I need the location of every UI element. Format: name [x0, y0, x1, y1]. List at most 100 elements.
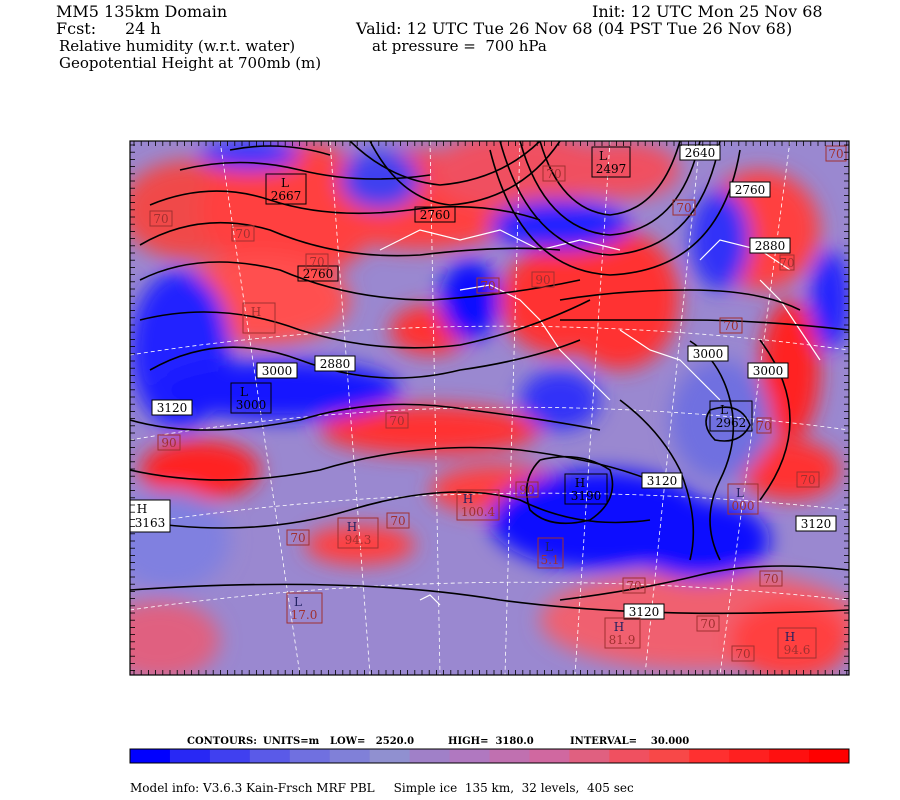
- svg-text:3000: 3000: [693, 347, 724, 361]
- colorbar-swatch: [729, 749, 770, 763]
- svg-text:94.3: 94.3: [345, 533, 372, 547]
- height-label: 3120: [623, 603, 665, 620]
- svg-text:70: 70: [389, 414, 404, 428]
- svg-text:70: 70: [723, 319, 738, 333]
- svg-text:L: L: [294, 595, 302, 609]
- svg-text:H: H: [463, 492, 473, 506]
- svg-text:3190: 3190: [571, 489, 602, 503]
- rh-colorbar: [129, 748, 850, 764]
- svg-text:70: 70: [480, 279, 495, 293]
- rh-label: 70: [779, 254, 795, 271]
- svg-text:5.1: 5.1: [540, 553, 559, 567]
- svg-text:H: H: [614, 620, 624, 634]
- svg-text:100.4: 100.4: [461, 505, 496, 519]
- svg-text:2760: 2760: [735, 183, 766, 197]
- field2-title: Geopotential Height at 700mb (m): [59, 54, 322, 72]
- svg-text:2962: 2962: [716, 416, 747, 430]
- latlon-grid: [130, 141, 849, 675]
- rh-label: 90: [515, 481, 539, 498]
- forecast-hour: 24 h: [125, 19, 161, 38]
- colorbar-swatch: [529, 749, 570, 763]
- svg-text:2640: 2640: [685, 146, 716, 160]
- colorbar-swatch: [249, 749, 291, 763]
- svg-text:90: 90: [519, 483, 534, 497]
- height-label: 2880: [749, 237, 791, 254]
- height-label: 2760: [297, 265, 339, 282]
- svg-text:3120: 3120: [647, 474, 678, 488]
- svg-text:70: 70: [800, 473, 815, 487]
- height-label: 3120: [151, 399, 193, 416]
- rh-label: 90: [531, 271, 555, 288]
- rh-label: 90: [157, 434, 181, 451]
- svg-text:L: L: [599, 149, 607, 163]
- svg-text:H: H: [347, 520, 357, 534]
- svg-text:3000: 3000: [262, 364, 293, 378]
- colorbar-swatch: [449, 749, 490, 763]
- svg-text:2760: 2760: [303, 267, 334, 281]
- valid-time: Valid: 12 UTC Tue 26 Nov 68 (04 PST Tue …: [356, 19, 793, 38]
- height-label: 3120: [795, 515, 837, 532]
- rh-label: 70: [386, 512, 410, 529]
- svg-text:L: L: [240, 385, 248, 399]
- colorbar-swatch: [649, 749, 690, 763]
- extreme-label: H81.9: [604, 617, 641, 649]
- colorbar-swatch: [489, 749, 530, 763]
- svg-text:H: H: [251, 305, 261, 319]
- model-domain: MM5 135km Domain: [56, 2, 228, 21]
- height-label: 3000: [747, 362, 789, 379]
- rh-label: 70: [696, 615, 720, 632]
- svg-text:3120: 3120: [801, 517, 832, 531]
- svg-text:2880: 2880: [320, 357, 351, 371]
- rh-label: H: [242, 302, 276, 334]
- rh-label-group: 70 70 70 70 70 90 70 90 90 70 70 70 70 7…: [149, 145, 847, 662]
- rh-label: 70: [759, 570, 783, 587]
- init-time: Init: 12 UTC Mon 25 Nov 68: [592, 2, 823, 21]
- colorbar-swatch: [409, 749, 451, 763]
- rh-label: 70: [149, 210, 173, 227]
- svg-text:3120: 3120: [157, 401, 188, 415]
- svg-text:2880: 2880: [755, 239, 786, 253]
- colorbar-swatch: [169, 749, 211, 763]
- svg-text:70: 70: [309, 255, 324, 269]
- svg-text:70: 70: [828, 147, 843, 161]
- svg-text:3163: 3163: [135, 516, 166, 530]
- svg-text:L: L: [545, 540, 553, 554]
- svg-text:70: 70: [700, 617, 715, 631]
- svg-text:2497: 2497: [596, 162, 627, 176]
- extreme-label: L5.1: [537, 537, 564, 569]
- svg-text:70: 70: [676, 201, 691, 215]
- map-frame: [129, 140, 850, 676]
- svg-text:H: H: [137, 502, 147, 516]
- rh-label: 70: [756, 417, 772, 434]
- colorbar-swatch: [130, 749, 171, 763]
- contour-label: CONTOURS:: [187, 736, 257, 747]
- svg-text:70: 70: [626, 579, 641, 593]
- svg-text:70: 70: [390, 514, 405, 528]
- colorbar-border: [129, 748, 850, 764]
- svg-text:70: 70: [756, 419, 771, 433]
- svg-text:70: 70: [546, 167, 561, 181]
- rh-label: 70: [476, 277, 500, 294]
- svg-text:3120: 3120: [629, 605, 660, 619]
- rh-label: 70: [622, 577, 646, 594]
- contour-low: LOW= 2520.0: [330, 736, 415, 747]
- svg-text:L: L: [281, 176, 289, 190]
- rh-field: [130, 141, 849, 675]
- svg-text:70: 70: [290, 531, 305, 545]
- colorbar-swatch: [609, 749, 650, 763]
- svg-text:94.6: 94.6: [784, 643, 811, 657]
- rh-label: 70: [825, 145, 847, 162]
- extreme-label: H94.6: [777, 627, 817, 659]
- height-label: 2760: [729, 181, 771, 198]
- svg-text:3000: 3000: [236, 398, 267, 412]
- contour-units: UNITS=m: [263, 736, 320, 747]
- svg-text:2760: 2760: [420, 208, 451, 222]
- extreme-label: H94.3: [337, 517, 379, 549]
- svg-text:H: H: [575, 476, 585, 490]
